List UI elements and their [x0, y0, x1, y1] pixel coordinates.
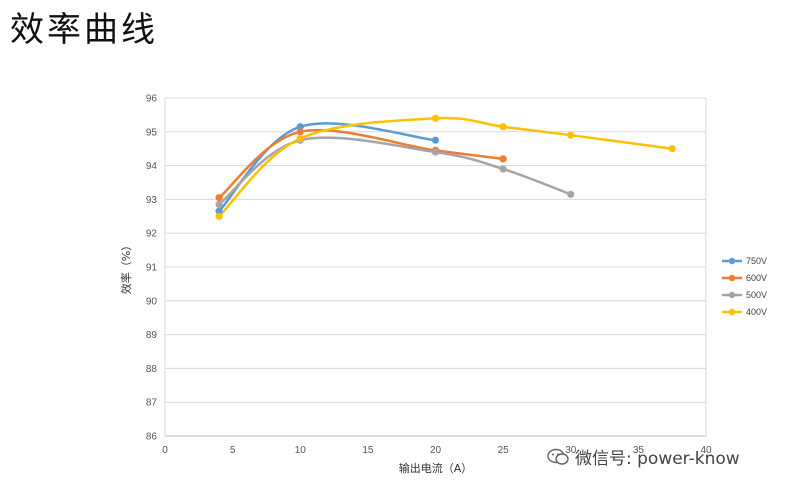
x-tick-label: 25: [498, 445, 510, 456]
y-tick-label: 88: [146, 364, 158, 375]
y-tick-label: 87: [146, 398, 158, 409]
legend-swatch-marker: [728, 257, 736, 265]
data-point-400V: [296, 134, 304, 143]
plot-frame: [164, 98, 707, 437]
data-point-400V: [567, 131, 575, 139]
legend-label: 400V: [746, 307, 767, 317]
y-tick-label: 91: [146, 263, 158, 274]
x-tick-label: 20: [430, 445, 442, 456]
data-point-500V: [431, 148, 440, 156]
watermark-text: 微信号: power-know: [575, 449, 740, 469]
wechat-icon: [547, 448, 569, 471]
data-point-600V: [296, 128, 304, 136]
data-point-600V: [215, 194, 223, 202]
legend: 750V 600V 500V 400V: [722, 256, 767, 317]
series-points: [215, 114, 676, 220]
series-line-600V: [218, 128, 504, 199]
data-point-750V: [431, 136, 440, 144]
x-tick-label: 5: [230, 445, 236, 456]
data-point-500V: [215, 200, 223, 209]
data-point-400V: [215, 212, 223, 220]
y-tick-labels: 86 87 88 89 90 91 92 93 94 95 96: [146, 94, 158, 443]
data-point-400V: [499, 123, 507, 131]
y-tick-label: 93: [146, 195, 158, 206]
watermark: 微信号: power-know: [547, 444, 740, 471]
series-line-500V: [218, 136, 572, 206]
legend-item-600V: 600V: [722, 273, 767, 283]
series-line-400V: [218, 116, 673, 218]
legend-swatch-marker: [728, 308, 736, 316]
y-tick-label: 96: [146, 94, 158, 105]
legend-swatch-marker: [728, 291, 736, 299]
x-tick-label: 35: [633, 445, 645, 456]
legend-label: 500V: [746, 290, 767, 300]
data-point-750V: [215, 207, 223, 215]
x-tick-label: 0: [162, 445, 168, 456]
series-lines: [218, 116, 673, 218]
y-tick-label: 90: [146, 296, 158, 307]
x-tick-label: 15: [362, 445, 374, 456]
y-tick-label: 95: [146, 127, 158, 138]
y-tick-label: 89: [146, 330, 158, 341]
legend-item-500V: 500V: [722, 290, 767, 300]
x-tick-labels: 0 5 10 15 20 25 30 35 40: [162, 445, 712, 456]
data-point-400V: [431, 114, 440, 122]
data-point-600V: [499, 155, 507, 163]
legend-label: 750V: [746, 256, 767, 266]
data-point-500V: [499, 165, 507, 173]
legend-item-400V: 400V: [722, 307, 767, 317]
legend-item-750V: 750V: [722, 256, 767, 266]
x-tick-label: 40: [700, 445, 712, 456]
data-point-750V: [296, 123, 304, 131]
page-title: 效率曲线: [10, 10, 158, 50]
x-tick-label: 10: [295, 445, 307, 456]
legend-label: 600V: [746, 273, 767, 283]
gridlines: [165, 97, 706, 437]
y-tick-label: 94: [146, 161, 158, 172]
y-tick-label: 92: [146, 229, 158, 240]
x-axis-label: 输出电流（A）: [399, 461, 473, 475]
y-axis-label: 效率（%）: [119, 240, 133, 294]
legend-swatch-marker: [728, 274, 736, 282]
y-tick-label: 86: [146, 432, 158, 443]
x-tick-label: 30: [565, 445, 577, 456]
data-point-400V: [668, 145, 676, 153]
data-point-500V: [567, 190, 575, 198]
